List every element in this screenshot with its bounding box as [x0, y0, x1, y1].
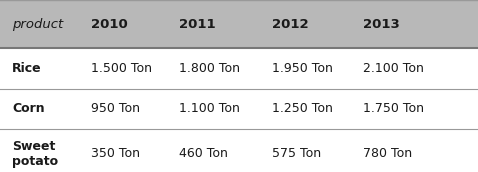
Text: Corn: Corn [12, 102, 44, 115]
Text: 2011: 2011 [179, 18, 216, 31]
Text: 2010: 2010 [91, 18, 128, 31]
Text: 350 Ton: 350 Ton [91, 147, 140, 160]
Text: 950 Ton: 950 Ton [91, 102, 140, 115]
Text: 460 Ton: 460 Ton [179, 147, 228, 160]
Text: Rice: Rice [12, 62, 42, 75]
Bar [0, 48, 478, 89]
Text: 575 Ton: 575 Ton [272, 147, 322, 160]
Bar [0, 0, 478, 48]
Text: 1.950 Ton: 1.950 Ton [272, 62, 333, 75]
Text: 1.750 Ton: 1.750 Ton [363, 102, 424, 115]
Text: 1.100 Ton: 1.100 Ton [179, 102, 240, 115]
Text: Sweet
potato: Sweet potato [12, 139, 58, 168]
Bar [0, 129, 478, 172]
Text: 780 Ton: 780 Ton [363, 147, 413, 160]
Text: 2013: 2013 [363, 18, 400, 31]
Text: product: product [12, 18, 63, 31]
Text: 1.800 Ton: 1.800 Ton [179, 62, 240, 75]
Bar [0, 89, 478, 129]
Text: 2012: 2012 [272, 18, 309, 31]
Text: 1.500 Ton: 1.500 Ton [91, 62, 152, 75]
Text: 2.100 Ton: 2.100 Ton [363, 62, 424, 75]
Text: 1.250 Ton: 1.250 Ton [272, 102, 333, 115]
